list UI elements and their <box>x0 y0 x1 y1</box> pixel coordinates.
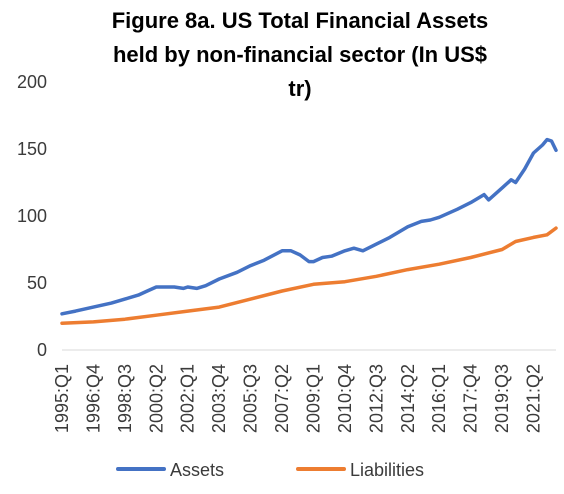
chart-title: Figure 8a. US Total Financial Assets hel… <box>40 4 560 106</box>
y-tick-label: 100 <box>17 206 47 226</box>
legend: Assets Liabilities <box>116 460 424 480</box>
x-tick-label: 2014:Q2 <box>398 364 418 433</box>
x-tick-label: 2002:Q1 <box>178 364 198 433</box>
x-tick-label: 2003:Q4 <box>209 364 229 433</box>
chart-title-line-1: Figure 8a. US Total Financial Assets <box>111 8 489 33</box>
y-tick-label: 0 <box>37 340 47 360</box>
legend-label-assets: Assets <box>170 460 224 480</box>
y-tick-label: 200 <box>17 72 47 92</box>
x-tick-label: 2017:Q4 <box>461 364 481 433</box>
x-tick-label: 1995:Q1 <box>52 364 72 433</box>
chart-title-line-2: held by non-financial sector (In US$ <box>112 42 488 67</box>
series-line-assets <box>60 137 558 316</box>
series-line-liabilities <box>60 226 558 325</box>
legend-label-liabilities: Liabilities <box>350 460 424 480</box>
x-tick-label: 2012:Q3 <box>366 364 386 433</box>
x-axis-tick-labels: 1995:Q1 1996:Q4 1998:Q3 2000:Q2 2002:Q1 2003:… <box>52 364 544 433</box>
y-tick-label: 150 <box>17 139 47 159</box>
x-tick-label: 2021:Q2 <box>524 364 544 433</box>
series-lines <box>60 137 558 325</box>
x-tick-label: 1996:Q4 <box>83 364 103 433</box>
x-tick-label: 2016:Q1 <box>429 364 449 433</box>
x-tick-label: 2010:Q4 <box>335 364 355 433</box>
x-tick-label: 2007:Q2 <box>272 364 292 433</box>
y-axis-tick-labels: 0 50 100 150 200 <box>17 72 47 360</box>
x-tick-label: 1998:Q3 <box>115 364 135 433</box>
x-tick-label: 2005:Q3 <box>241 364 261 433</box>
x-tick-label: 2000:Q2 <box>146 364 166 433</box>
x-tick-label: 2019:Q3 <box>492 364 512 433</box>
y-tick-label: 50 <box>27 273 47 293</box>
x-tick-label: 2009:Q1 <box>303 364 323 433</box>
chart-title-line-3: tr) <box>288 76 312 101</box>
